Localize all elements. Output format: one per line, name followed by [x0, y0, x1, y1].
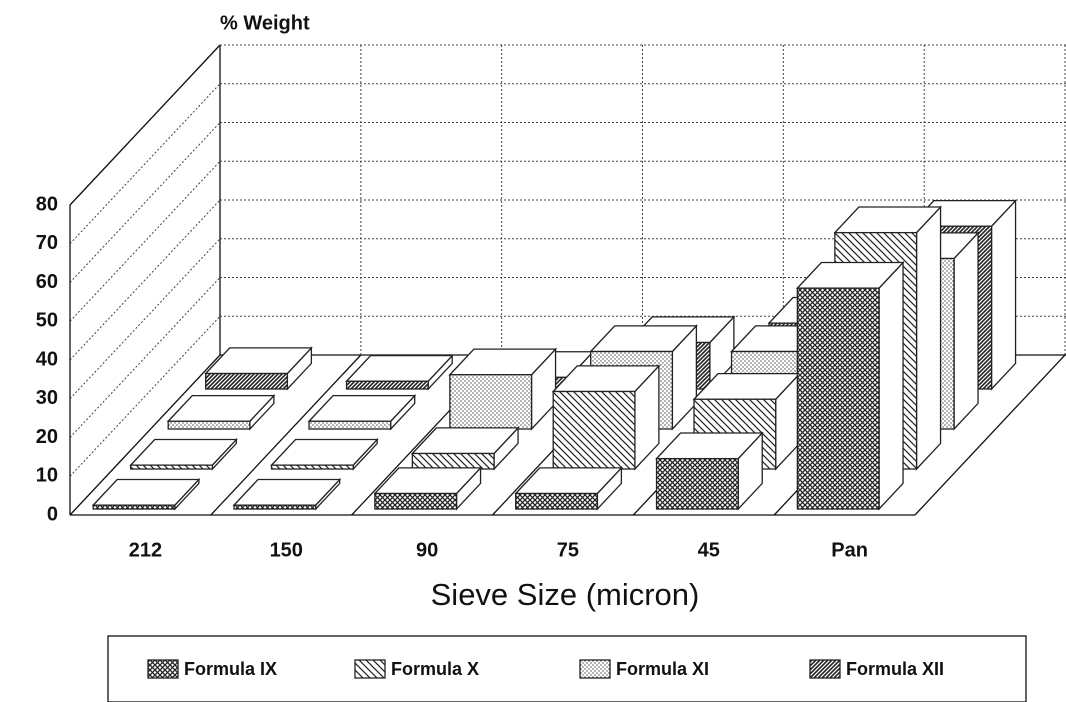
floor-edge — [914, 353, 1066, 516]
bar — [411, 452, 495, 470]
y-tick-label: 20 — [36, 426, 58, 448]
bar — [270, 464, 354, 470]
grid-line — [69, 199, 221, 361]
bar — [345, 380, 429, 390]
legend-box — [107, 635, 1027, 702]
bar — [233, 504, 317, 510]
bar-top — [270, 438, 379, 466]
legend-swatch — [579, 659, 611, 679]
grid-line — [69, 277, 221, 438]
bar-top — [129, 438, 238, 466]
bar-side — [915, 205, 942, 471]
bar-top — [232, 478, 342, 506]
bar-side — [878, 260, 904, 511]
y-tick-label: 10 — [36, 465, 58, 487]
legend-label: Formula X — [391, 659, 479, 679]
y-tick-label: 80 — [36, 193, 58, 215]
x-axis-title: Sieve Size (micron) — [431, 577, 700, 612]
x-tick-label: 75 — [557, 539, 579, 561]
grid-line — [69, 83, 221, 245]
bar — [374, 492, 458, 510]
bar — [167, 420, 251, 430]
bar-top — [91, 478, 201, 506]
y-tick-label: 30 — [36, 387, 58, 409]
wall-edge — [69, 354, 221, 516]
wall-edge — [69, 44, 221, 206]
bar — [449, 374, 533, 430]
bar — [796, 287, 880, 510]
x-tick-label: 212 — [129, 539, 162, 561]
y-tick-label: 40 — [36, 348, 58, 370]
x-tick-label: Pan — [831, 539, 868, 561]
legend-swatch — [809, 659, 841, 679]
bar — [308, 420, 392, 430]
y-tick-label: 0 — [47, 503, 58, 525]
bar — [130, 464, 214, 470]
bar — [515, 492, 599, 510]
x-tick-label: 150 — [270, 539, 303, 561]
y-tick-label: 60 — [36, 271, 58, 293]
x-tick-label: 90 — [416, 539, 438, 561]
legend-label: Formula XII — [846, 659, 944, 679]
x-tick-label: 45 — [698, 539, 720, 561]
grid-line — [69, 160, 221, 322]
legend-label: Formula XI — [616, 659, 709, 679]
y-tick-label: 70 — [36, 232, 58, 254]
bar — [92, 504, 176, 510]
y-axis-title: % Weight — [220, 12, 310, 34]
bar — [205, 372, 289, 390]
bar-side — [953, 231, 979, 431]
grid-line — [69, 122, 221, 283]
legend-label: Formula IX — [184, 659, 277, 679]
legend: Formula IX Formula X Formula XI Formula XII — [147, 659, 944, 679]
bar-side — [990, 199, 1017, 391]
legend-swatch — [147, 659, 179, 679]
plot-area: 0 10 20 30 40 50 60 70 80 212 150 90 75 45 Pan — [36, 44, 1066, 561]
floor-line — [210, 354, 362, 516]
grid-line — [69, 315, 221, 477]
bar — [552, 390, 636, 470]
legend-swatch — [354, 659, 386, 679]
grid-line — [69, 238, 221, 400]
bar — [655, 457, 739, 510]
y-tick-label: 50 — [36, 310, 58, 332]
